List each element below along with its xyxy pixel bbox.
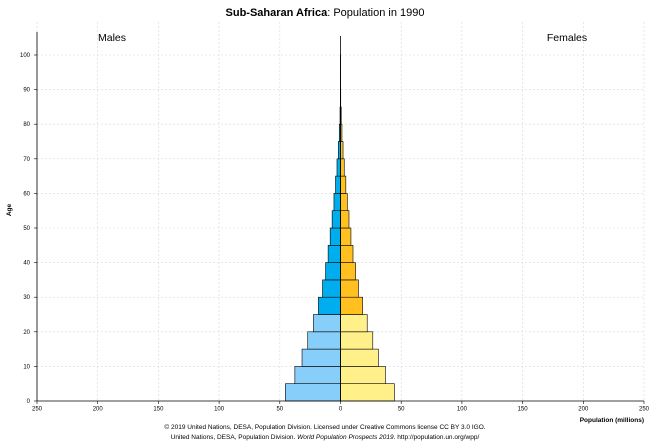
male-bar [335,175,341,194]
male-bar [318,296,341,315]
male-bar [333,193,341,211]
source-citation-url: . http://population.un.org/wpp/ [393,434,480,441]
y-tick-label: 70 [23,157,30,163]
female-bar [340,210,350,229]
male-bar [322,279,341,298]
female-bar [340,175,347,194]
male-bar [329,227,341,246]
male-bar [336,158,341,177]
x-tick-label: 50 [398,407,405,413]
y-tick-label: 100 [20,53,31,59]
y-tick-label: 10 [23,364,30,370]
male-bar [285,383,341,402]
y-tick-label: 20 [23,330,30,336]
female-bar [340,245,354,263]
source-citation-prefix: United Nations, DESA, Population Divisio… [170,434,298,441]
source-citation: United Nations, DESA, Population Divisio… [0,433,650,443]
male-bar [327,245,341,263]
male-bar [307,331,341,350]
y-tick-label: 30 [23,295,30,301]
x-tick-label: 250 [32,407,43,413]
female-bar [340,366,386,384]
y-axis-label: Age [6,203,13,216]
male-bar [301,348,341,367]
female-bar [340,158,345,177]
female-bar [340,193,348,211]
bars-group [285,54,395,402]
female-bar [340,348,379,367]
x-axis-label: Population (millions) [580,417,644,424]
x-tick-label: 100 [214,407,225,413]
chart-title-region: Sub-Saharan Africa [226,7,329,19]
source-citation-title: World Population Prospects 2019 [297,434,394,441]
y-tick-label: 40 [23,261,30,267]
axes: 250 200 150 100 50 0 50 100 150 200 25001020304050… [20,32,650,413]
x-tick-label: 200 [578,407,589,413]
female-bar [340,314,368,333]
female-bar [340,227,352,246]
y-tick-label: 50 [23,226,30,232]
male-bar [325,262,341,281]
y-tick-label: 0 [27,399,31,405]
y-tick-label: 80 [23,122,30,128]
y-tick-label: 90 [23,88,30,94]
x-tick-label: 50 [276,407,283,413]
x-tick-label: 150 [153,407,164,413]
female-bar [340,279,359,298]
x-tick-label: 0 [339,407,343,413]
female-bar [340,383,395,402]
female-bar [340,296,363,315]
female-bar [340,331,374,350]
male-bar [313,314,341,333]
copyright-notice: © 2019 United Nations, DESA, Population … [164,424,486,431]
males-label: Males [98,32,126,44]
grid-lines [36,22,645,401]
x-tick-label: 100 [457,407,468,413]
male-bar [294,366,341,384]
x-tick-label: 200 [93,407,104,413]
x-tick-label: 150 [518,407,529,413]
chart-title: Sub-Saharan Africa: Population in 1990 [226,7,425,19]
male-bar [331,210,341,229]
chart-title-rest: : Population in 1990 [327,7,424,19]
female-bar [340,262,356,281]
females-label: Females [547,32,587,44]
x-tick-label: 250 [639,407,650,413]
y-tick-label: 60 [23,191,30,197]
